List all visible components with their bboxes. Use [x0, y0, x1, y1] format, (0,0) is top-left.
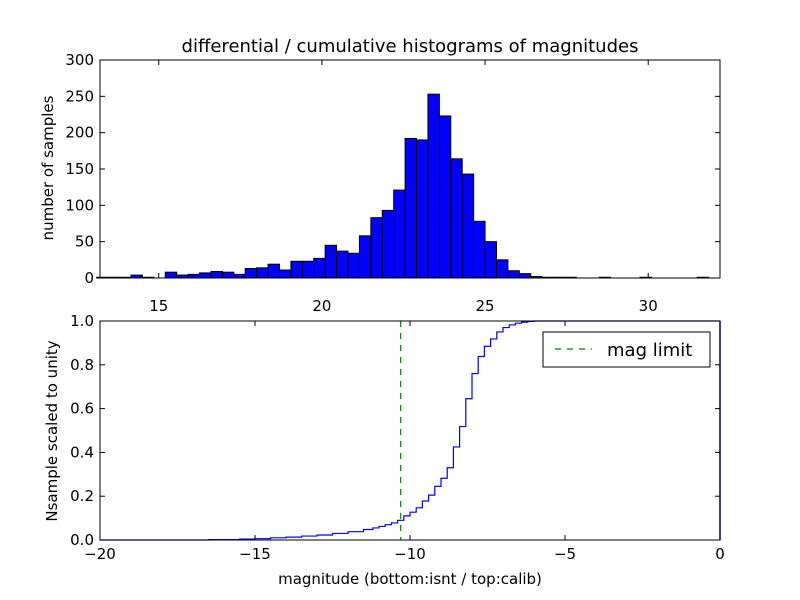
histogram-bar [199, 272, 212, 279]
bottom-ylabel: Nsample scaled to unity [43, 340, 61, 521]
bottom-ytick-label: 0.2 [70, 487, 94, 505]
histogram-bar [278, 269, 292, 279]
histogram-bar [393, 189, 406, 279]
bottom-xtick-label: −20 [84, 545, 116, 563]
bottom-ytick-label: 1.0 [70, 312, 94, 330]
histogram-bar [450, 158, 463, 279]
bottom-xtick-label: 0 [715, 545, 725, 563]
histogram-bar [324, 244, 338, 279]
histogram-bar [164, 271, 178, 279]
bottom-xtick-label: −5 [554, 545, 576, 563]
histogram-bar [370, 217, 383, 279]
histogram-bar [256, 267, 269, 279]
top-ytick-label: 250 [65, 87, 94, 105]
bottom-ytick-label: 0.0 [70, 531, 94, 549]
top-xtick-label: 25 [476, 297, 495, 315]
histogram-bar [301, 260, 315, 279]
bottom-xlabel: magnitude (bottom:isnt / top:calib) [278, 570, 542, 588]
histogram-bar [495, 259, 509, 279]
histogram-bar [404, 137, 418, 279]
bottom-xtick-label: −10 [394, 545, 426, 563]
top-ytick-label: 100 [65, 196, 94, 214]
top-ytick-label: 150 [65, 160, 94, 178]
histogram-bar [484, 241, 497, 279]
histogram-bar [347, 252, 360, 279]
histogram-bar [210, 270, 223, 279]
histogram-bar [427, 93, 440, 279]
histogram-bar [187, 273, 201, 279]
histogram-bar [461, 173, 475, 279]
bottom-ytick-label: 0.4 [70, 443, 94, 461]
histogram-bar [381, 209, 395, 279]
histogram-bar [267, 263, 280, 279]
histogram-bar [507, 270, 520, 279]
top-xtick-label: 30 [639, 297, 658, 315]
histogram-bar [244, 268, 258, 279]
histogram-bar [416, 139, 429, 279]
histogram-bar [438, 115, 452, 279]
histogram-bar [358, 235, 372, 279]
top-ytick-label: 0 [84, 269, 94, 287]
histogram-bar [473, 220, 486, 279]
bottom-xtick-label: −15 [239, 545, 271, 563]
histogram-bar [336, 250, 349, 279]
legend-label-mag-limit: mag limit [607, 340, 692, 361]
top-xtick-label: 20 [312, 297, 331, 315]
top-xtick-label: 15 [149, 297, 168, 315]
bottom-ytick-label: 0.6 [70, 400, 94, 418]
histogram-bar [233, 273, 246, 279]
top-ytick-label: 200 [65, 124, 94, 142]
histogram-bar [518, 273, 532, 279]
top-ytick-label: 50 [75, 233, 94, 251]
histogram-bar [290, 260, 303, 279]
histogram-bar [313, 257, 326, 279]
bottom-cumulative-panel: 0.0 0.2 0.4 0.6 0.8 1.0 −20 −15 −10 −5 0 [70, 312, 725, 563]
bottom-ytick-label: 0.8 [70, 356, 94, 374]
top-ytick-label: 300 [65, 51, 94, 69]
top-ylabel: number of samples [39, 95, 57, 240]
figure-title: differential / cumulative histograms of … [182, 36, 639, 57]
top-histogram-panel: 0 50 100 150 200 250 300 15 20 25 30 [65, 51, 721, 315]
legend: mag limit [542, 331, 711, 368]
cumulative-step-line [100, 320, 720, 541]
histogram-bar [221, 271, 235, 279]
